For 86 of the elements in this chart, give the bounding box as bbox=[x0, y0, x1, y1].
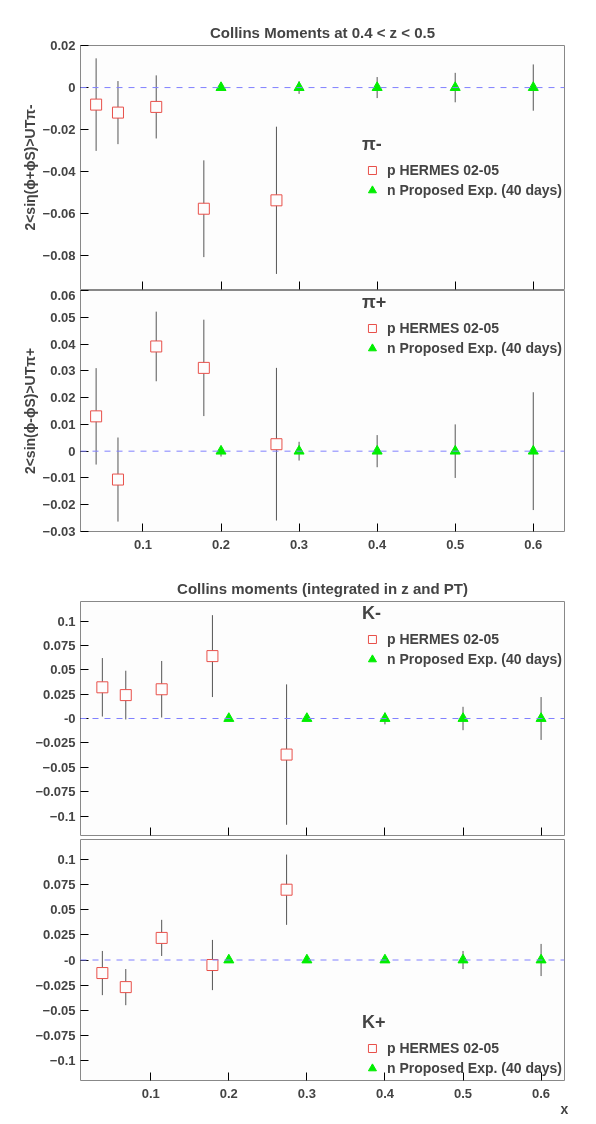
point bbox=[206, 959, 219, 972]
point bbox=[90, 98, 103, 111]
point bbox=[96, 967, 109, 980]
point bbox=[280, 883, 293, 896]
y-tick-label: -0 bbox=[63, 952, 76, 968]
y-tick-label: −0.075 bbox=[35, 1027, 76, 1043]
legend-label: p HERMES 02-05 bbox=[386, 320, 499, 336]
x-tick-label: 0.4 bbox=[368, 536, 387, 552]
point bbox=[150, 340, 163, 353]
y-tick-label: −0.02 bbox=[42, 497, 76, 513]
legend-title: π- bbox=[361, 134, 383, 155]
x-tick-label: 0.1 bbox=[133, 536, 152, 552]
point bbox=[215, 444, 227, 455]
y-tick-label: 0.05 bbox=[50, 309, 76, 325]
chart-title: Collins Moments at 0.4 < z < 0.5 bbox=[209, 23, 436, 41]
point bbox=[527, 81, 539, 91]
point bbox=[197, 202, 210, 215]
y-tick-label: 0.075 bbox=[42, 637, 76, 653]
y-tick-label: 0.1 bbox=[57, 852, 76, 868]
chart-title: Collins moments (integrated in z and PT) bbox=[177, 579, 468, 597]
y-tick-label: −0.03 bbox=[42, 524, 76, 539]
x-tick-label: 0.3 bbox=[290, 536, 309, 552]
point bbox=[90, 410, 103, 423]
x-tick-label: 0.5 bbox=[446, 536, 465, 552]
point bbox=[119, 981, 132, 994]
y-tick-label: 0.04 bbox=[50, 336, 77, 352]
y-tick-label: 0.05 bbox=[50, 662, 76, 678]
x-tick-label: 0.2 bbox=[219, 1085, 238, 1101]
point bbox=[215, 81, 227, 91]
y-tick-label: −0.1 bbox=[49, 808, 76, 824]
x-axis-title: x bbox=[560, 1100, 569, 1117]
y-tick-label: −0.05 bbox=[42, 759, 76, 775]
legend-title: π+ bbox=[361, 292, 388, 313]
point bbox=[270, 438, 283, 451]
y-tick-label: 0.025 bbox=[42, 927, 76, 943]
y-tick-label: 0.02 bbox=[50, 38, 76, 53]
point bbox=[527, 444, 539, 455]
legend-label: n Proposed Exp. (40 days) bbox=[386, 1060, 562, 1076]
point bbox=[371, 81, 383, 91]
y-tick-label: 0.025 bbox=[42, 686, 76, 702]
y-tick-label: 0.1 bbox=[57, 613, 76, 629]
y-tick-label: 0.05 bbox=[50, 902, 76, 918]
point bbox=[301, 953, 313, 964]
y-tick-label: 0.03 bbox=[50, 363, 76, 379]
y-tick-label: 0 bbox=[68, 443, 76, 459]
point bbox=[197, 361, 210, 374]
y-tick-label: −0.1 bbox=[49, 1052, 76, 1068]
y-tick-label: 0.01 bbox=[50, 416, 76, 432]
point bbox=[155, 931, 168, 944]
y-tick-label: 0.075 bbox=[42, 877, 76, 893]
x-tick-label: 0.2 bbox=[211, 536, 231, 552]
x-tick-label: 0.1 bbox=[141, 1085, 160, 1101]
y-tick-label: −0.02 bbox=[42, 122, 76, 138]
x-tick-label: 0.3 bbox=[297, 1085, 316, 1101]
y-tick-label: −0.025 bbox=[35, 735, 76, 751]
legend-label: n Proposed Exp. (40 days) bbox=[386, 651, 562, 667]
y-tick-label: −0.01 bbox=[42, 470, 76, 486]
x-tick-label: 0.6 bbox=[524, 536, 543, 552]
legend-title: K- bbox=[361, 603, 382, 624]
x-tick-label: 0.5 bbox=[453, 1085, 473, 1101]
y-tick-label: −0.05 bbox=[42, 1002, 76, 1018]
y-axis-title: 2<sin(ϕ-ϕS)>UTπ+ bbox=[21, 347, 38, 475]
y-tick-label: -0 bbox=[63, 711, 76, 726]
legend-label: p HERMES 02-05 bbox=[386, 631, 499, 647]
x-tick-label: 0.6 bbox=[532, 1085, 551, 1101]
point bbox=[371, 444, 383, 455]
legend-label: p HERMES 02-05 bbox=[386, 162, 499, 178]
legend-label: p HERMES 02-05 bbox=[386, 1040, 499, 1056]
y-tick-label: 0.06 bbox=[50, 287, 76, 303]
y-axis-title: 2<siη(ϕ+ϕS)>UTπ- bbox=[21, 104, 38, 231]
legend-title: K+ bbox=[361, 1012, 387, 1033]
legend-label: n Proposed Exp. (40 days) bbox=[386, 340, 562, 356]
legend-label: n Proposed Exp. (40 days) bbox=[386, 182, 562, 198]
y-tick-label: 0 bbox=[68, 80, 76, 96]
y-tick-label: 0.02 bbox=[50, 390, 76, 406]
point bbox=[111, 473, 124, 486]
y-tick-label: −0.075 bbox=[35, 784, 76, 800]
point bbox=[150, 100, 163, 113]
x-tick-label: 0.4 bbox=[375, 1085, 395, 1101]
y-tick-label: −0.04 bbox=[42, 164, 77, 180]
y-tick-label: −0.025 bbox=[35, 977, 76, 993]
point bbox=[457, 953, 469, 964]
point bbox=[270, 194, 283, 207]
point bbox=[111, 106, 124, 119]
y-tick-label: −0.06 bbox=[42, 206, 76, 222]
y-tick-label: −0.08 bbox=[42, 248, 76, 264]
